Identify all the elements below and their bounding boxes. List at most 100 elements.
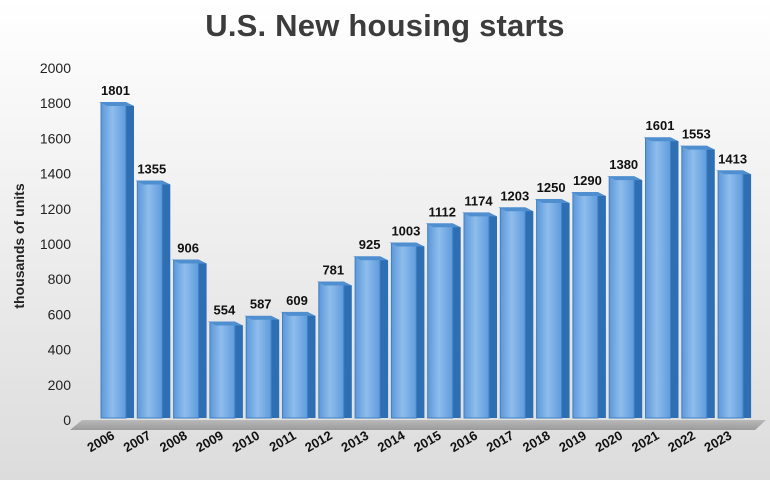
data-label-2013: 925 <box>359 237 381 252</box>
bar-front <box>245 316 272 419</box>
bar-top <box>389 242 425 247</box>
bar-2010 <box>244 315 280 419</box>
bar-2016 <box>462 212 497 419</box>
bar-front <box>100 102 127 419</box>
data-label-2008: 906 <box>177 241 199 256</box>
data-label-2016: 1174 <box>464 193 493 208</box>
bar-side <box>561 200 570 418</box>
x-tick-label-2015: 2015 <box>411 428 444 455</box>
bar-front <box>717 170 744 419</box>
bar-top <box>244 315 280 320</box>
x-tick-label-2018: 2018 <box>520 428 553 455</box>
data-label-2023: 1413 <box>718 151 747 166</box>
x-tick-label-2020: 2020 <box>593 428 626 455</box>
x-tick-label-2022: 2022 <box>665 428 698 455</box>
bar-top <box>498 207 534 212</box>
y-tick-label: 0 <box>63 412 71 428</box>
bar-2011 <box>280 311 316 419</box>
y-tick-label: 2000 <box>40 60 71 76</box>
x-tick-label-2016: 2016 <box>447 428 480 455</box>
bar-side <box>234 322 243 418</box>
y-tick-label: 200 <box>48 377 72 393</box>
y-tick-label: 400 <box>48 342 72 358</box>
bar-front <box>209 321 236 419</box>
bar-side <box>597 192 606 418</box>
bar-2009 <box>207 321 243 419</box>
bar-top <box>716 170 752 175</box>
bar-side <box>416 243 425 418</box>
bar-2007 <box>135 180 171 419</box>
chart-title: U.S. New housing starts <box>205 8 565 43</box>
bar-front <box>354 256 381 419</box>
bar-2019 <box>570 191 606 419</box>
bar-side <box>743 171 752 418</box>
x-tick-label-2010: 2010 <box>230 428 263 455</box>
bar-top <box>171 259 207 264</box>
bar-top <box>643 137 679 142</box>
data-label-2019: 1290 <box>573 173 602 188</box>
data-label-2006: 1801 <box>101 83 130 98</box>
bar-2012 <box>316 281 352 419</box>
bar-front <box>608 176 635 419</box>
bar-top <box>280 311 316 316</box>
bar-front <box>499 207 526 419</box>
data-label-2011: 609 <box>286 293 308 308</box>
chart-floor <box>70 420 766 430</box>
bar-top <box>425 223 461 228</box>
bar-front <box>318 282 345 419</box>
bar-top <box>316 281 352 286</box>
y-tick-label: 1800 <box>40 95 71 111</box>
bar-2021 <box>643 137 679 419</box>
bar-front <box>463 212 490 419</box>
bar-2018 <box>534 199 570 419</box>
bar-side <box>198 260 207 418</box>
bar-front <box>572 192 599 419</box>
x-tick-label-2007: 2007 <box>121 428 154 455</box>
bar-top <box>353 256 389 261</box>
bar-side <box>343 282 352 418</box>
bar-side <box>126 103 134 419</box>
bar-2015 <box>425 223 461 419</box>
x-tick-label-2023: 2023 <box>702 428 735 455</box>
y-tick-label: 1200 <box>40 201 71 217</box>
data-label-2015: 1112 <box>428 204 456 219</box>
bar-side <box>634 177 643 418</box>
bar-front <box>173 260 200 419</box>
bar-2008 <box>171 259 207 419</box>
bar-front <box>136 181 163 419</box>
data-label-2014: 1003 <box>391 223 420 238</box>
data-label-2017: 1203 <box>500 188 529 203</box>
y-tick-label: 600 <box>48 306 72 322</box>
x-tick-label-2009: 2009 <box>193 428 226 455</box>
y-tick-label: 1600 <box>40 130 71 146</box>
x-tick-label-2011: 2011 <box>267 428 299 455</box>
bar-side <box>307 312 316 418</box>
bar-2020 <box>607 176 643 419</box>
bar-side <box>670 138 679 418</box>
bar-front <box>536 199 563 419</box>
bar-2017 <box>498 207 534 419</box>
bar-2014 <box>389 242 425 419</box>
bar-top <box>570 191 606 196</box>
bar-front <box>390 242 417 419</box>
data-label-2020: 1380 <box>609 157 638 172</box>
bar-top <box>462 212 497 217</box>
y-tick-label: 1000 <box>40 236 71 252</box>
y-tick-label: 800 <box>48 271 72 287</box>
bar-side <box>452 224 461 418</box>
bar-top <box>607 176 643 181</box>
bar-top <box>534 199 570 203</box>
data-label-2021: 1601 <box>646 118 675 133</box>
x-tick-label-2021: 2021 <box>629 428 662 455</box>
bar-front <box>681 146 708 419</box>
bar-side <box>380 257 389 418</box>
x-tick-label-2012: 2012 <box>302 428 335 455</box>
bar-2013 <box>353 256 389 419</box>
x-tick-label-2008: 2008 <box>157 428 190 455</box>
data-label-2022: 1553 <box>682 127 711 142</box>
bar-side <box>271 316 280 418</box>
bar-front <box>645 137 671 419</box>
bar-side <box>489 213 497 418</box>
x-tick-label-2019: 2019 <box>556 428 589 455</box>
